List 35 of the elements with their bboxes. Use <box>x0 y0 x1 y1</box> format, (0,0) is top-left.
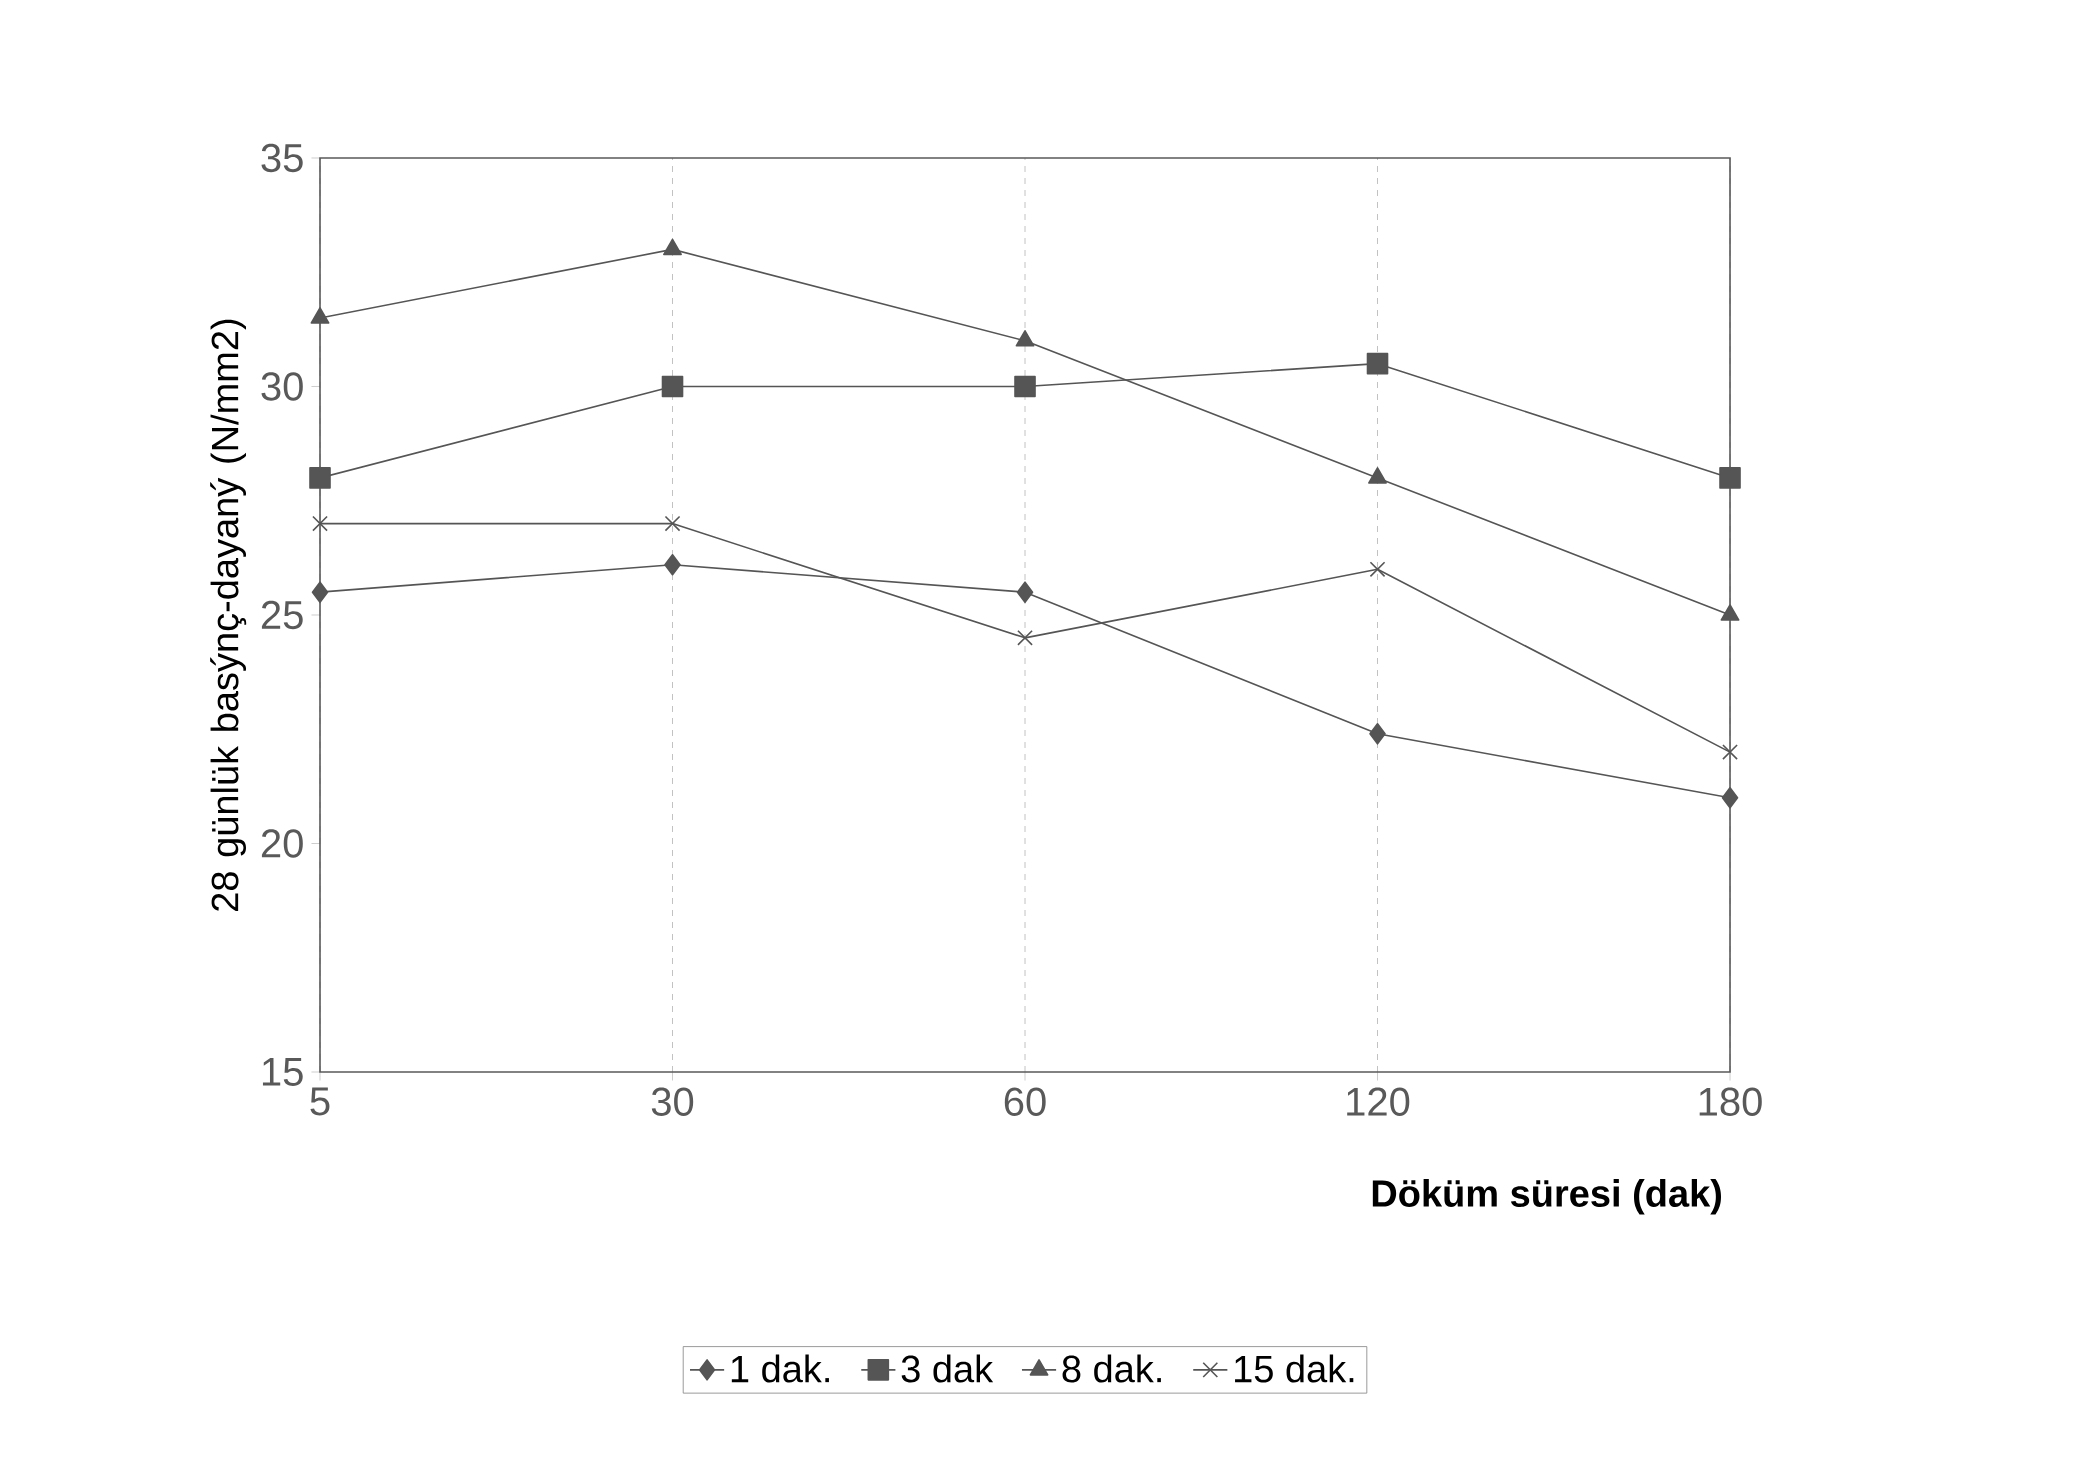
x-tick-label: 180 <box>1699 1087 1762 1116</box>
point <box>1016 581 1034 603</box>
legend-label: 15 dak. <box>1235 1354 1354 1383</box>
x-tick-label: 120 <box>1347 1087 1410 1116</box>
point <box>1014 375 1036 398</box>
x-axis-title: Döküm süresi (dak) <box>1372 1179 1721 1215</box>
point <box>309 467 331 489</box>
y-tick-label: 15 <box>262 1058 303 1086</box>
y-tick-label: 20 <box>261 829 303 858</box>
point <box>311 581 329 603</box>
point <box>664 515 681 532</box>
x-tick-label: 5 <box>310 1087 330 1116</box>
point <box>1721 787 1739 809</box>
point <box>663 238 682 256</box>
point <box>1017 629 1033 646</box>
point <box>1368 467 1387 484</box>
point <box>661 375 684 398</box>
point <box>1015 330 1035 347</box>
point <box>312 515 328 532</box>
point <box>1722 744 1738 760</box>
y-tick-label: 35 <box>261 143 303 173</box>
point <box>1369 561 1386 578</box>
point <box>1369 723 1386 745</box>
x-tick-label: 30 <box>651 1087 694 1116</box>
point <box>664 553 681 576</box>
y-tick-label: 30 <box>261 372 303 401</box>
x-tick-label: 60 <box>1004 1087 1046 1116</box>
y-tick-label: 25 <box>261 600 303 630</box>
y-axis-title: 28 günlük basýnç-dayaný (N/mm2) <box>210 319 247 911</box>
point <box>310 307 330 324</box>
point <box>1719 467 1741 489</box>
point <box>1366 352 1389 375</box>
legend-label: 1 dak. <box>731 1354 829 1383</box>
legend-label: 3 dak <box>901 1354 994 1383</box>
legend-label: 8 dak. <box>1062 1354 1161 1383</box>
